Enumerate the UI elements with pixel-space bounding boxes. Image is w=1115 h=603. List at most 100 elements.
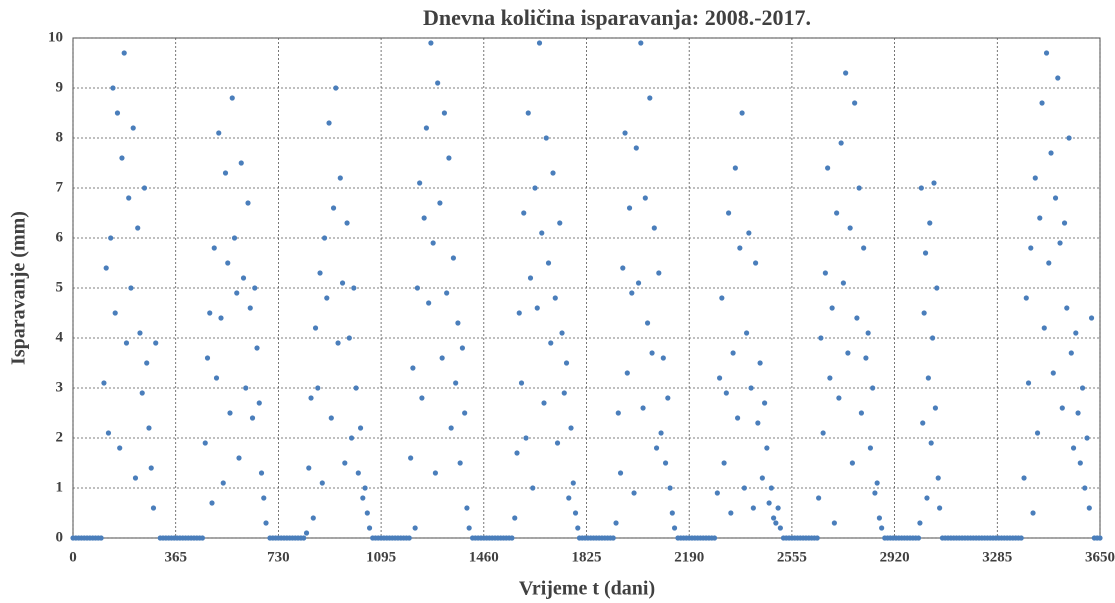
data-point bbox=[108, 235, 114, 241]
data-point bbox=[204, 355, 211, 361]
data-point bbox=[667, 485, 673, 491]
data-point bbox=[357, 425, 364, 431]
data-point bbox=[466, 525, 472, 531]
data-point bbox=[139, 390, 145, 396]
data-point bbox=[852, 100, 858, 106]
data-point bbox=[762, 400, 768, 406]
data-point bbox=[101, 380, 107, 386]
data-point bbox=[820, 430, 826, 436]
data-point bbox=[550, 170, 556, 176]
y-tick-label: 2 bbox=[56, 429, 64, 445]
data-point bbox=[854, 315, 860, 321]
data-point bbox=[575, 525, 581, 531]
data-point bbox=[518, 380, 525, 386]
data-point bbox=[1066, 135, 1072, 141]
data-point bbox=[737, 245, 743, 251]
data-point bbox=[651, 225, 657, 231]
x-tick-label: 1825 bbox=[572, 549, 602, 565]
data-point bbox=[570, 480, 576, 486]
data-point bbox=[557, 220, 563, 226]
data-point bbox=[324, 295, 330, 301]
data-point bbox=[1088, 315, 1095, 321]
data-point bbox=[263, 520, 269, 526]
data-point bbox=[525, 110, 531, 116]
data-point bbox=[759, 475, 765, 481]
data-point bbox=[840, 280, 846, 286]
data-point bbox=[1018, 535, 1024, 541]
y-axis-title: Isparavanje (mm) bbox=[8, 211, 30, 365]
data-point bbox=[755, 420, 761, 426]
x-tick-label: 730 bbox=[267, 549, 290, 565]
data-point bbox=[1073, 330, 1079, 336]
data-point bbox=[773, 520, 779, 526]
data-point bbox=[222, 170, 229, 176]
data-point bbox=[545, 260, 552, 266]
y-tick-label: 10 bbox=[48, 29, 63, 45]
data-point bbox=[126, 195, 132, 201]
data-point bbox=[243, 385, 249, 391]
data-point bbox=[559, 330, 565, 336]
data-point bbox=[521, 210, 527, 216]
data-point bbox=[865, 330, 871, 336]
data-point bbox=[317, 270, 323, 276]
data-point bbox=[1068, 350, 1074, 356]
data-point bbox=[937, 505, 943, 511]
data-point bbox=[254, 345, 260, 351]
data-point bbox=[148, 465, 154, 471]
data-point bbox=[355, 470, 361, 476]
data-point bbox=[656, 270, 662, 276]
data-point bbox=[935, 475, 941, 481]
data-point bbox=[1082, 485, 1088, 491]
data-point bbox=[123, 340, 130, 346]
data-point bbox=[541, 400, 547, 406]
data-point bbox=[814, 535, 820, 541]
data-point bbox=[509, 535, 515, 541]
data-point bbox=[1030, 510, 1036, 516]
data-point bbox=[514, 450, 520, 456]
data-point bbox=[568, 425, 574, 431]
data-point bbox=[669, 510, 675, 516]
data-point bbox=[132, 475, 139, 481]
data-point bbox=[110, 85, 116, 91]
data-point bbox=[766, 500, 772, 506]
data-point bbox=[716, 375, 723, 381]
data-point bbox=[870, 385, 876, 391]
data-point bbox=[825, 165, 831, 171]
data-point bbox=[249, 415, 256, 421]
data-point bbox=[457, 460, 463, 466]
data-point bbox=[719, 295, 725, 301]
data-point bbox=[256, 400, 262, 406]
data-point bbox=[252, 285, 258, 291]
data-point bbox=[103, 265, 109, 271]
data-point bbox=[922, 250, 929, 256]
data-point bbox=[532, 185, 538, 191]
data-point bbox=[346, 335, 352, 341]
data-point bbox=[231, 235, 238, 241]
data-point bbox=[462, 410, 468, 416]
data-point bbox=[335, 340, 341, 346]
data-point bbox=[822, 270, 828, 276]
data-point bbox=[831, 520, 837, 526]
data-point bbox=[539, 230, 545, 236]
data-point bbox=[421, 215, 427, 221]
data-point bbox=[1048, 150, 1054, 156]
data-point bbox=[245, 200, 251, 206]
data-point bbox=[1039, 100, 1045, 106]
data-point bbox=[1079, 385, 1086, 391]
data-point bbox=[128, 285, 134, 291]
data-point bbox=[624, 370, 630, 376]
data-point bbox=[665, 395, 671, 401]
data-point bbox=[342, 460, 348, 466]
data-point bbox=[211, 245, 217, 251]
data-point bbox=[426, 300, 432, 306]
data-point bbox=[306, 465, 312, 471]
data-point bbox=[523, 435, 529, 441]
data-point bbox=[207, 310, 213, 316]
data-point bbox=[236, 455, 242, 461]
data-point bbox=[633, 145, 639, 151]
data-point bbox=[1025, 380, 1032, 386]
data-point bbox=[827, 375, 833, 381]
y-tick-label: 0 bbox=[56, 529, 64, 545]
data-point bbox=[453, 380, 459, 386]
